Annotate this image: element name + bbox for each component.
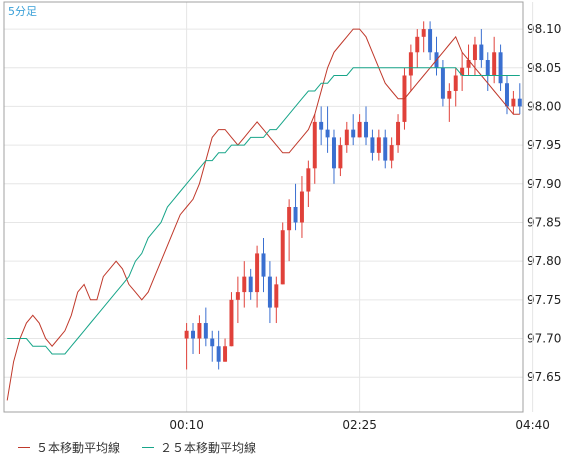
candle-body <box>293 207 298 223</box>
candle-body <box>370 137 375 153</box>
candle-body <box>421 29 426 37</box>
candle-body <box>191 330 196 339</box>
legend-ma5: ５本移動平均線 <box>18 439 120 456</box>
candle-body <box>466 60 471 68</box>
candle-body <box>331 137 336 169</box>
candle-body <box>428 29 433 53</box>
candle-body <box>396 121 401 146</box>
candle-body <box>267 276 272 308</box>
plot-area <box>4 2 523 412</box>
y-tick-label: 98.00 <box>527 99 561 113</box>
candle-body <box>383 137 388 161</box>
plot-frame <box>3 1 524 413</box>
candle-body <box>287 207 292 231</box>
candle-body <box>184 330 189 339</box>
candle-body <box>210 338 215 347</box>
candle-body <box>274 284 279 308</box>
candle-body <box>408 52 413 76</box>
candle-body <box>511 98 516 107</box>
candle-body <box>319 121 324 130</box>
legend-ma25-swatch <box>142 447 155 448</box>
candle-body <box>312 121 317 169</box>
y-tick-label: 97.85 <box>527 215 561 229</box>
candle-body <box>504 83 509 107</box>
candle-body <box>229 299 234 347</box>
legend-ma25: ２５本移動平均線 <box>142 439 256 456</box>
candle-body <box>460 67 465 76</box>
ma5-line <box>6 28 520 401</box>
candle-body <box>255 253 260 293</box>
candle-body <box>415 36 420 53</box>
candle-body <box>517 98 522 107</box>
candle-body <box>248 276 253 293</box>
candle-body <box>357 121 362 138</box>
candle-body <box>280 230 285 285</box>
candle-body <box>223 346 228 362</box>
y-tick-label: 97.70 <box>527 332 561 346</box>
candle-body <box>447 90 452 99</box>
candle-body <box>498 52 503 84</box>
candle-body <box>492 52 497 76</box>
legend-ma5-swatch <box>18 447 30 448</box>
ma25-line <box>7 67 520 355</box>
candle-body <box>261 253 266 277</box>
y-tick-label: 97.75 <box>527 293 561 307</box>
candle-body <box>299 191 304 223</box>
candle-body <box>479 44 484 61</box>
candlestick-chart: 97.65 97.70 97.75 97.80 97.85 97.90 97.95 98.00… <box>3 1 561 432</box>
candle-body <box>364 121 369 138</box>
candle-body <box>306 168 311 192</box>
y-tick-label: 97.65 <box>527 370 561 384</box>
x-tick-label: 02:25 <box>342 418 377 432</box>
candle-body <box>472 44 477 61</box>
candle-body <box>338 145 343 169</box>
candle-body <box>203 323 208 339</box>
candle-body <box>453 75 458 91</box>
y-tick-label: 97.80 <box>527 254 561 268</box>
legend-ma25-label: ２５本移動平均線 <box>160 441 257 455</box>
period-label: 5分足 <box>8 5 37 18</box>
candle-body <box>242 276 247 293</box>
legend: ５本移動平均線 ２５本移動平均線 <box>18 439 278 456</box>
candle-body <box>376 137 381 153</box>
candle-body <box>389 145 394 161</box>
candle-body <box>485 60 490 76</box>
candle-body <box>197 323 202 339</box>
x-tick-label: 04:40 <box>515 418 550 432</box>
legend-ma5-label: ５本移動平均線 <box>36 441 121 455</box>
candle-body <box>216 346 221 362</box>
candle-body <box>351 129 356 138</box>
candle-body <box>440 67 445 99</box>
candle-body <box>344 129 349 146</box>
x-tick-label: 00:10 <box>169 418 204 432</box>
candle-body <box>235 292 240 300</box>
y-tick-label: 97.95 <box>527 138 561 152</box>
y-tick-label: 98.10 <box>527 22 561 36</box>
y-tick-label: 98.05 <box>527 61 561 75</box>
y-tick-label: 97.90 <box>527 177 561 191</box>
candle-body <box>325 129 330 138</box>
